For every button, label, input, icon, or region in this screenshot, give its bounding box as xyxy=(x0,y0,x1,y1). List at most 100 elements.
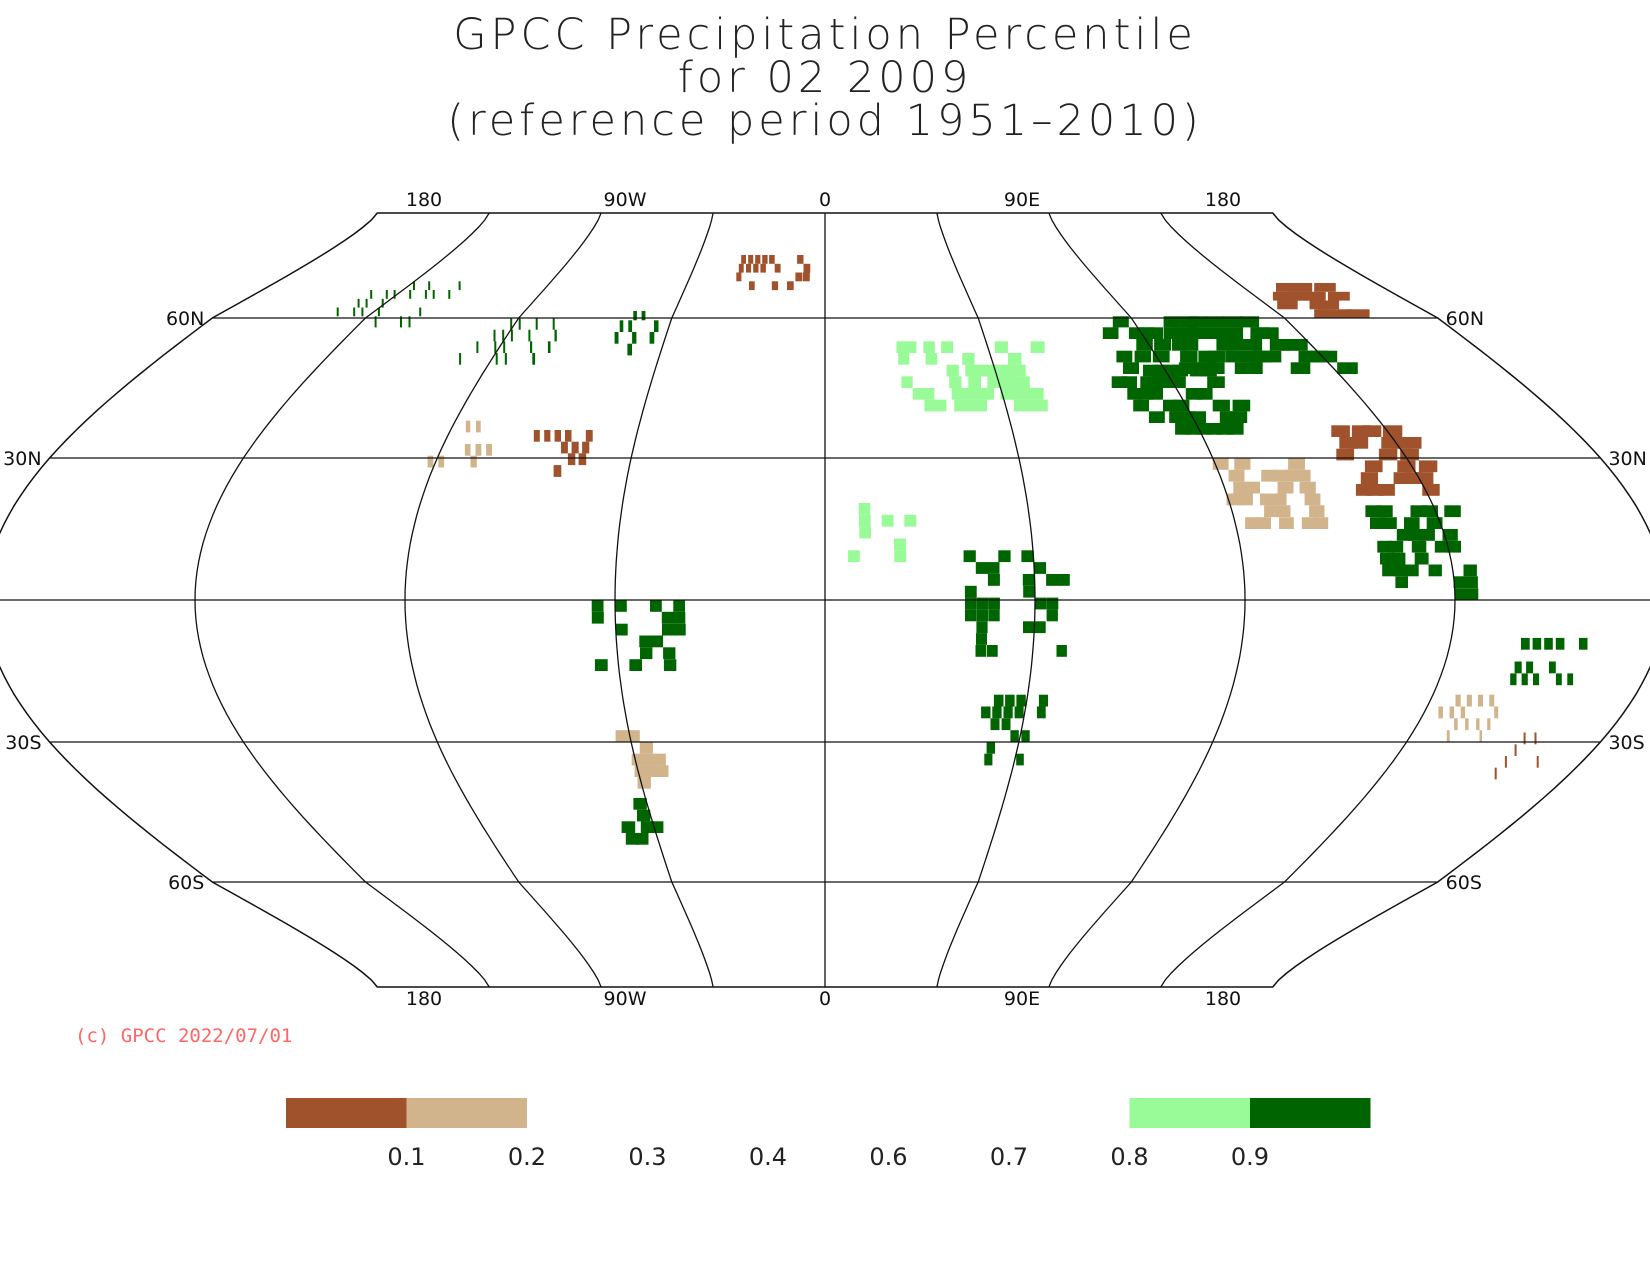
percentile-cell xyxy=(1021,550,1034,563)
percentile-cell xyxy=(1023,621,1035,634)
percentile-cell xyxy=(1185,423,1202,435)
percentile-cell xyxy=(1116,350,1133,363)
percentile-cell xyxy=(901,376,913,388)
percentile-cell xyxy=(673,600,685,612)
percentile-cell xyxy=(554,329,557,342)
percentile-cell xyxy=(1005,694,1015,707)
percentile-cell xyxy=(1351,425,1371,437)
percentile-cell xyxy=(896,341,908,353)
percentile-cell xyxy=(741,255,746,264)
percentile-cell xyxy=(591,600,604,612)
percentile-cell xyxy=(984,753,993,766)
percentile-cell xyxy=(990,718,1000,731)
legend-tick-label: 0.6 xyxy=(869,1143,907,1171)
percentile-cell xyxy=(1022,574,1035,586)
percentile-cell xyxy=(1378,484,1395,496)
percentile-cell xyxy=(1175,423,1192,435)
percentile-cell xyxy=(1478,694,1483,707)
percentile-cell xyxy=(1233,481,1249,494)
lon-label-top: 180 xyxy=(1205,189,1241,211)
legend-swatch xyxy=(406,1098,527,1128)
percentile-cell xyxy=(941,341,954,353)
percentile-cell xyxy=(1378,448,1398,461)
percentile-cell xyxy=(1206,316,1225,328)
percentile-cell xyxy=(1279,517,1294,529)
percentile-cell xyxy=(634,765,648,777)
percentile-cell xyxy=(655,765,669,777)
percentile-cell xyxy=(1275,505,1291,518)
percentile-cell xyxy=(1377,540,1392,553)
lon-label-bottom: 0 xyxy=(819,988,831,1010)
lat-label-left: 30N xyxy=(3,448,41,470)
percentile-cell xyxy=(1244,362,1263,374)
percentile-cell xyxy=(976,609,988,622)
percentile-cell xyxy=(753,263,759,273)
percentile-cell xyxy=(662,623,675,636)
percentile-cell xyxy=(1567,673,1574,686)
percentile-cell xyxy=(976,597,989,610)
percentile-cell xyxy=(645,765,659,777)
percentile-cell xyxy=(1152,364,1169,377)
percentile-cell xyxy=(1029,388,1044,400)
percentile-cell xyxy=(1010,388,1024,400)
title-line-3: (reference period 1951–2010) xyxy=(447,96,1203,146)
lat-label-right: 60S xyxy=(1446,872,1482,894)
percentile-cell xyxy=(1304,493,1321,506)
percentile-cell xyxy=(504,353,507,365)
percentile-cell xyxy=(1290,362,1311,374)
percentile-cell xyxy=(1010,730,1019,742)
percentile-cell xyxy=(1391,552,1406,565)
percentile-cell xyxy=(409,290,412,299)
percentile-cell xyxy=(987,645,998,657)
percentile-cell xyxy=(633,798,647,810)
percentile-cell xyxy=(1030,341,1045,353)
percentile-cell xyxy=(894,550,907,563)
percentile-cell xyxy=(1276,283,1297,292)
percentile-cell xyxy=(1016,753,1024,766)
percentile-cell xyxy=(642,753,656,766)
percentile-cell xyxy=(1532,637,1542,650)
percentile-cell xyxy=(465,420,471,433)
percentile-cell xyxy=(1627,770,1630,782)
percentile-cell xyxy=(1038,694,1048,707)
percentile-cell xyxy=(1400,448,1419,461)
percentile-cell xyxy=(975,562,988,574)
percentile-cell xyxy=(1206,423,1223,435)
percentile-cell xyxy=(1487,718,1491,731)
percentile-cell xyxy=(627,343,632,356)
percentile-cell xyxy=(1012,364,1026,377)
percentile-cell xyxy=(904,514,917,527)
percentile-cell xyxy=(774,263,781,273)
percentile-cell xyxy=(974,399,987,412)
percentile-cell xyxy=(547,341,551,353)
percentile-cell xyxy=(533,430,540,442)
percentile-cell xyxy=(1465,576,1478,589)
percentile-cell xyxy=(1111,376,1128,388)
percentile-cell xyxy=(1245,517,1260,529)
percentile-cell xyxy=(1224,327,1244,339)
copyright-note: (c) GPCC 2022/07/01 xyxy=(75,1025,293,1047)
percentile-cell xyxy=(1046,609,1058,622)
percentile-cell xyxy=(353,307,356,317)
percentile-cell xyxy=(1021,730,1030,742)
percentile-cell xyxy=(1169,411,1186,423)
percentile-cell xyxy=(413,281,415,291)
percentile-cell xyxy=(1237,493,1253,506)
percentile-cell xyxy=(374,316,377,328)
percentile-cell xyxy=(1414,552,1429,565)
percentile-cell xyxy=(1171,339,1190,351)
percentile-cell xyxy=(986,742,995,754)
percentile-cell xyxy=(1404,517,1420,529)
percentile-cell xyxy=(1489,694,1495,707)
percentile-cell xyxy=(1611,793,1613,805)
percentile-cell xyxy=(748,255,754,264)
percentile-cell xyxy=(1434,540,1450,553)
percentile-cell xyxy=(578,453,587,466)
percentile-cell xyxy=(615,623,628,636)
percentile-cell xyxy=(1291,283,1313,292)
percentile-cell xyxy=(965,609,977,622)
percentile-cell xyxy=(949,376,962,388)
percentile-cell xyxy=(1444,505,1461,518)
percentile-cell xyxy=(858,503,871,515)
percentile-cell xyxy=(1259,327,1279,339)
